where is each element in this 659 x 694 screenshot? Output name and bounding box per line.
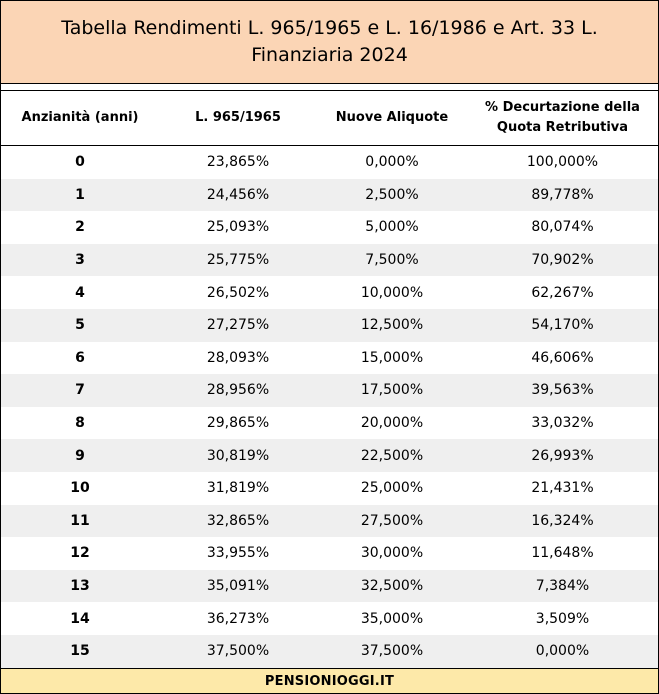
cell-anzianita: 5 — [1, 308, 159, 342]
cell-nuove-aliquote: 2,500% — [317, 178, 467, 212]
cell-nuove-aliquote: 15,000% — [360, 349, 424, 366]
cell-anzianita: 8 — [75, 415, 85, 432]
cell-l965: 25,775% — [159, 243, 317, 277]
cell-anzianita: 2 — [75, 219, 85, 236]
cell-anzianita: 15 — [1, 634, 159, 668]
cell-anzianita: 9 — [1, 439, 159, 472]
cell-nuove-aliquote: 0,000% — [365, 154, 419, 171]
table-row: 10 31,819% 25,000% 21,431% — [1, 472, 658, 505]
table-row: 2 25,093% 5,000% 80,074% — [1, 211, 658, 244]
table-row: 15 37,500% 37,500% 0,000% — [1, 634, 658, 668]
cell-decurtazione: 0,000% — [467, 634, 658, 668]
column-header-anzianita: Anzianità (anni) — [1, 91, 159, 146]
table-row: 9 30,819% 22,500% 26,993% — [1, 439, 658, 472]
cell-decurtazione: 62,267% — [531, 284, 594, 301]
cell-l965: 24,456% — [159, 178, 317, 212]
table-header-row: Anzianità (anni) L. 965/1965 Nuove Aliqu… — [1, 91, 658, 146]
column-header-l965: L. 965/1965 — [159, 91, 317, 146]
cell-nuove-aliquote: 7,500% — [317, 243, 467, 277]
cell-nuove-aliquote: 5,000% — [365, 219, 419, 236]
cell-l965: 23,865% — [206, 154, 270, 171]
cell-anzianita: 12 — [70, 545, 90, 562]
cell-nuove-aliquote: 25,000% — [360, 480, 424, 497]
cell-decurtazione: 70,902% — [467, 243, 658, 277]
cell-decurtazione: 3,509% — [535, 610, 590, 627]
cell-anzianita: 10 — [70, 480, 90, 497]
cell-decurtazione: 39,563% — [467, 374, 658, 407]
cell-l965: 25,093% — [206, 219, 270, 236]
cell-nuove-aliquote: 22,500% — [317, 439, 467, 472]
cell-nuove-aliquote: 17,500% — [317, 374, 467, 407]
cell-anzianita: 3 — [1, 243, 159, 277]
cell-anzianita: 1 — [1, 178, 159, 212]
table-row: 5 27,275% 12,500% 54,170% — [1, 308, 658, 342]
rendimenti-table: Anzianità (anni) L. 965/1965 Nuove Aliqu… — [1, 91, 658, 668]
table-row: 1 24,456% 2,500% 89,778% — [1, 178, 658, 212]
cell-nuove-aliquote: 20,000% — [360, 415, 424, 432]
table-row: 4 26,502% 10,000% 62,267% — [1, 276, 658, 309]
cell-l965: 36,273% — [206, 610, 270, 627]
cell-nuove-aliquote: 12,500% — [317, 308, 467, 342]
cell-l965: 28,956% — [159, 374, 317, 407]
cell-nuove-aliquote: 32,500% — [317, 569, 467, 603]
cell-l965: 27,275% — [159, 308, 317, 342]
cell-anzianita: 0 — [75, 154, 85, 171]
table-title: Tabella Rendimenti L. 965/1965 e L. 16/1… — [1, 1, 658, 84]
cell-decurtazione: 54,170% — [467, 308, 658, 342]
cell-anzianita: 13 — [1, 569, 159, 603]
cell-decurtazione: 80,074% — [531, 219, 594, 236]
cell-decurtazione: 26,993% — [467, 439, 658, 472]
table-row: 6 28,093% 15,000% 46,606% — [1, 342, 658, 375]
table-row: 11 32,865% 27,500% 16,324% — [1, 504, 658, 538]
cell-anzianita: 6 — [75, 349, 85, 366]
cell-l965: 33,955% — [206, 545, 270, 562]
cell-l965: 32,865% — [159, 504, 317, 538]
column-header-nuove-aliquote: Nuove Aliquote — [317, 91, 467, 146]
cell-nuove-aliquote: 30,000% — [360, 545, 424, 562]
table-row: 0 23,865% 0,000% 100,000% — [1, 146, 658, 179]
column-header-decurtazione: % Decurtazione della Quota Retributiva — [467, 91, 658, 146]
cell-decurtazione: 16,324% — [467, 504, 658, 538]
cell-anzianita: 4 — [75, 284, 85, 301]
cell-nuove-aliquote: 37,500% — [317, 634, 467, 668]
title-spacer — [1, 84, 658, 91]
cell-nuove-aliquote: 10,000% — [360, 284, 424, 301]
cell-nuove-aliquote: 27,500% — [317, 504, 467, 538]
source-footer-text: PENSIONIOGGI.IT — [264, 673, 395, 689]
table-body: 0 23,865% 0,000% 100,000% 1 24,456% 2,500% 89,7… — [1, 146, 658, 668]
table-row: 14 36,273% 35,000% 3,509% — [1, 602, 658, 635]
cell-decurtazione: 7,384% — [467, 569, 658, 603]
cell-decurtazione: 46,606% — [531, 349, 594, 366]
cell-l965: 30,819% — [159, 439, 317, 472]
table-row: 7 28,956% 17,500% 39,563% — [1, 374, 658, 407]
cell-l965: 35,091% — [159, 569, 317, 603]
table-row: 8 29,865% 20,000% 33,032% — [1, 407, 658, 440]
cell-decurtazione: 33,032% — [531, 415, 594, 432]
cell-l965: 28,093% — [206, 349, 270, 366]
cell-decurtazione: 89,778% — [467, 178, 658, 212]
cell-decurtazione: 100,000% — [526, 154, 599, 171]
table-row: 3 25,775% 7,500% 70,902% — [1, 243, 658, 277]
cell-anzianita: 11 — [1, 504, 159, 538]
cell-l965: 31,819% — [206, 480, 270, 497]
cell-anzianita: 7 — [1, 374, 159, 407]
cell-l965: 26,502% — [206, 284, 270, 301]
cell-decurtazione: 11,648% — [531, 545, 594, 562]
cell-decurtazione: 21,431% — [531, 480, 594, 497]
table-row: 12 33,955% 30,000% 11,648% — [1, 537, 658, 570]
table-row: 13 35,091% 32,500% 7,384% — [1, 569, 658, 603]
cell-anzianita: 14 — [70, 610, 90, 627]
table-title-text: Tabella Rendimenti L. 965/1965 e L. 16/1… — [61, 17, 598, 66]
source-footer: PENSIONIOGGI.IT — [1, 668, 658, 693]
cell-l965: 29,865% — [206, 415, 270, 432]
cell-l965: 37,500% — [159, 634, 317, 668]
cell-nuove-aliquote: 35,000% — [360, 610, 424, 627]
